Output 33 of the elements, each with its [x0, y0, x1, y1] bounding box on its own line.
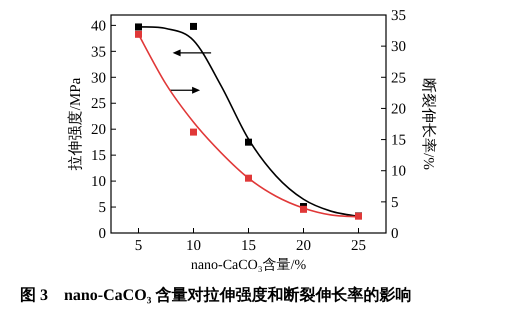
y-tick-label: 15	[91, 148, 106, 164]
y-tick-label: 40	[91, 18, 106, 34]
y2-tick-label: 35	[391, 8, 406, 24]
point	[300, 206, 307, 213]
x-tick-label: 25	[351, 238, 366, 254]
y-tick-label: 35	[91, 44, 106, 60]
y2-axis-title: 断裂伸长率/%	[420, 78, 437, 170]
x-axis-title: nano-CaCO₃含量/%	[190, 257, 306, 273]
y-tick-label: 0	[98, 226, 106, 242]
x-tick-label: 5	[134, 238, 142, 254]
y-tick-label: 5	[98, 200, 106, 216]
point	[135, 23, 142, 30]
y-tick-label: 20	[91, 122, 106, 138]
point	[245, 138, 252, 146]
y2-tick-label: 10	[391, 164, 406, 180]
x-tick-label: 20	[296, 238, 311, 254]
y2-tick-label: 25	[391, 70, 406, 86]
x-tick-label: 15	[241, 238, 256, 254]
y2-tick-label: 5	[391, 194, 398, 211]
y2-tick-label: 15	[391, 132, 406, 149]
y-tick-label: 30	[91, 70, 106, 86]
point	[135, 30, 142, 38]
y2-tick-label: 20	[391, 101, 406, 118]
caption: 图 3 nano-CaCO₃ 含量对拉伸强度和断裂伸长率的影响	[20, 285, 412, 304]
y2-tick-label: 0	[391, 226, 398, 242]
point	[190, 128, 197, 136]
y-axis-title: 拉伸强度/MPa	[67, 77, 84, 170]
y-tick-label: 10	[91, 174, 106, 190]
y2-tick-label: 30	[391, 39, 406, 56]
point	[245, 174, 252, 182]
x-tick-label: 10	[186, 238, 201, 254]
point	[190, 22, 197, 30]
y-tick-label: 25	[91, 96, 106, 112]
